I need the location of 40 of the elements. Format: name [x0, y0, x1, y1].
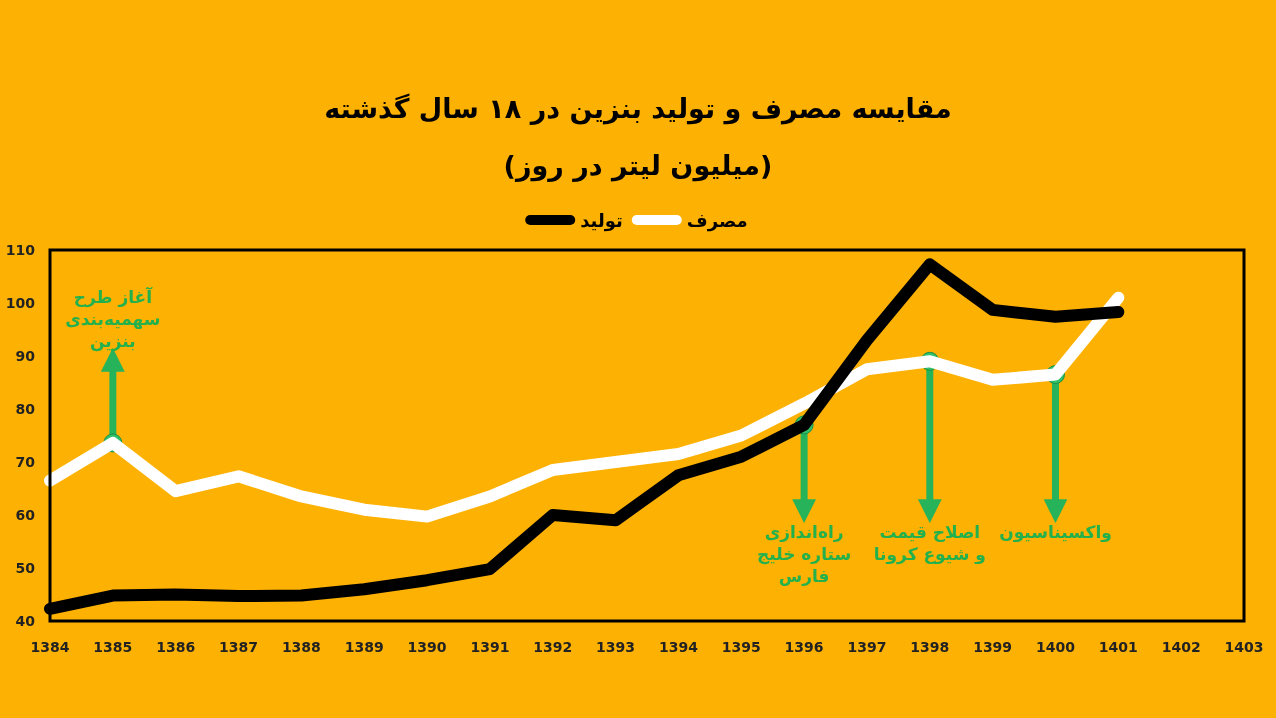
- arrow-annotation: واکسیناسیون: [999, 365, 1112, 542]
- x-tick-label: 1396: [784, 639, 824, 655]
- y-tick-label: 60: [15, 507, 36, 523]
- y-tick-label: 40: [15, 613, 36, 629]
- x-tick-label: 1393: [596, 639, 636, 655]
- arrow-annotation: اصلاح قیمت و شیوع کرونا: [873, 351, 986, 564]
- y-tick-label: 90: [15, 348, 36, 364]
- x-tick-label: 1401: [1098, 639, 1138, 655]
- x-tick-label: 1390: [407, 639, 447, 655]
- x-tick-label: 1392: [533, 639, 573, 655]
- y-tick-label: 110: [5, 242, 36, 258]
- x-tick-label: 1399: [973, 639, 1013, 655]
- y-tick-label: 100: [5, 295, 36, 311]
- x-tick-label: 1389: [344, 639, 384, 655]
- x-tick-label: 1391: [470, 639, 510, 655]
- x-tick-label: 1388: [281, 639, 321, 655]
- x-tick-label: 1403: [1224, 639, 1264, 655]
- chart-title: مقایسه مصرف و تولید بنزین در ۱۸ سال گذشته: [324, 93, 952, 125]
- x-tick-label: 1400: [1035, 639, 1076, 655]
- arrow-annotation: آغاز طرح سهمیه‌بندی بنزین: [65, 286, 161, 453]
- annotation: اصلاح قیمت و شیوع کرونا: [873, 522, 986, 565]
- x-tick-label: 1394: [658, 639, 699, 655]
- chart-subtitle: (میلیون لیتر در روز): [503, 150, 773, 182]
- x-tick-label: 1387: [219, 639, 259, 655]
- annotation: واکسیناسیون: [999, 522, 1112, 543]
- annotation: راه‌اندازی ستاره خلیج فارس: [757, 522, 852, 586]
- y-tick-label: 50: [15, 560, 36, 576]
- arrow-annotation: راه‌اندازی ستاره خلیج فارس: [757, 415, 852, 586]
- x-tick-label: 1386: [156, 639, 196, 655]
- x-tick-label: 1397: [847, 639, 887, 655]
- legend-label: تولید: [580, 210, 623, 232]
- x-tick-label: 1384: [30, 639, 70, 655]
- x-tick-label: 1402: [1161, 639, 1201, 655]
- x-tick-label: 1398: [910, 639, 950, 655]
- x-tick-label: 1395: [721, 639, 761, 655]
- y-tick-label: 70: [15, 454, 36, 470]
- legend-label: مصرف: [686, 210, 748, 232]
- x-tick-label: 1385: [93, 639, 133, 655]
- y-tick-label: 80: [15, 401, 36, 417]
- annotation: آغاز طرح سهمیه‌بندی بنزین: [65, 285, 161, 352]
